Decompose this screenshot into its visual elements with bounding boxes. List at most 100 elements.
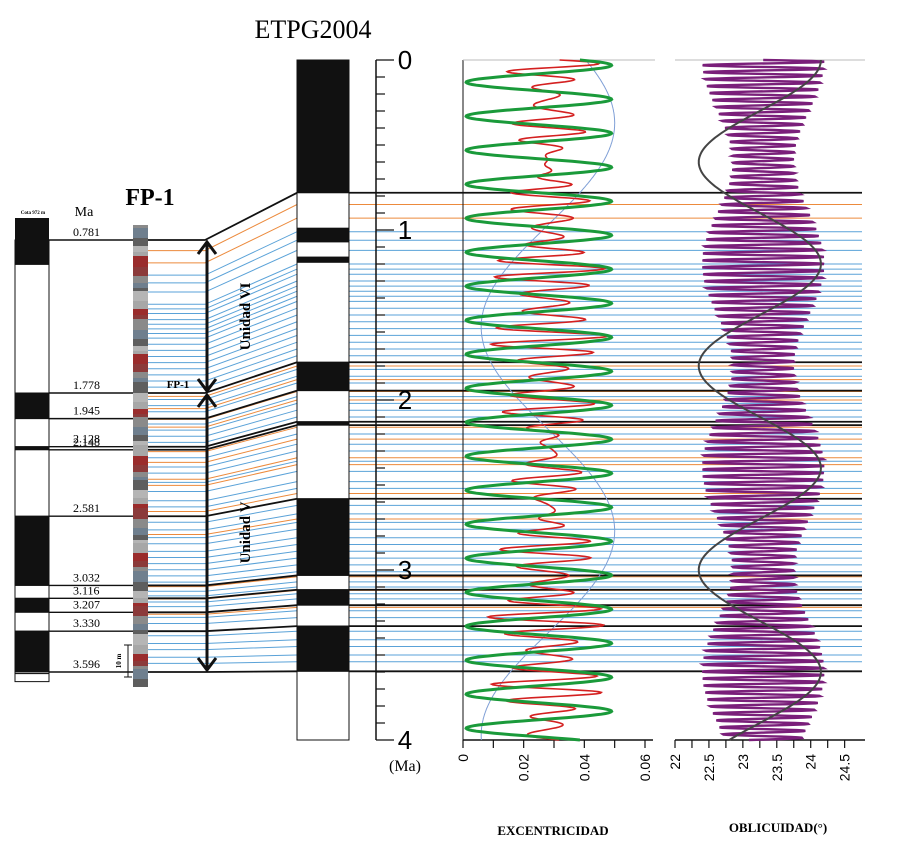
log-layer xyxy=(133,553,148,561)
log-layer xyxy=(133,414,148,417)
log-layer xyxy=(133,456,148,465)
log-layer xyxy=(133,561,148,567)
log-layer xyxy=(133,288,148,291)
log-layer xyxy=(133,603,148,606)
log-layer xyxy=(133,591,148,598)
log-layer xyxy=(133,382,148,393)
unit-label: Unidad V xyxy=(238,501,254,563)
fp1-age-label: 1.778 xyxy=(73,378,100,392)
log-layer xyxy=(133,645,148,654)
log-layer xyxy=(133,508,148,519)
fp1-polarity-segment xyxy=(14,611,50,632)
obliquity-label: OBLICUIDAD(°) xyxy=(729,820,827,835)
eccentricity-series xyxy=(464,58,614,742)
log-layer xyxy=(133,301,148,309)
fp1-polarity-segment xyxy=(14,597,50,613)
log-layer xyxy=(133,330,148,339)
obliquity-tick-label: 24 xyxy=(803,754,819,770)
log-layer xyxy=(133,252,148,256)
fp1-polarity-segment xyxy=(15,218,49,240)
log-layer xyxy=(133,276,148,283)
log-layer xyxy=(133,606,148,616)
fp1-lithologic-log xyxy=(133,225,148,687)
log-layer xyxy=(133,528,148,535)
fp1-age-label: 0.781 xyxy=(73,225,100,239)
unit-arrow-head xyxy=(196,239,218,255)
fp1-polarity-segment xyxy=(14,263,50,394)
log-layer xyxy=(133,409,148,414)
fp1-inline-label: FP-1 xyxy=(167,379,190,391)
fp1-age-label: 3.596 xyxy=(73,657,100,671)
fp1-polarity-segment xyxy=(14,449,50,517)
log-layer xyxy=(133,246,148,252)
etpg-polarity-segment xyxy=(296,670,350,741)
log-layer xyxy=(133,582,148,591)
fp1-polarity-segment xyxy=(14,239,50,265)
fp1-polarity-segment xyxy=(14,584,50,599)
unit-arrows: Unidad VI Unidad V xyxy=(196,239,254,673)
etpg-polarity-segment xyxy=(296,421,350,426)
etpg-polarity-segment xyxy=(296,604,350,627)
etpg-polarity-segment xyxy=(296,227,350,243)
eccentricity-series xyxy=(480,59,616,741)
etpg-polarity-segment xyxy=(296,589,350,606)
scale-bar-label: 10 m xyxy=(115,654,123,669)
log-layer xyxy=(133,661,148,666)
fp1-age-label: 1.945 xyxy=(73,404,100,418)
obliquity-tick-label: 23.5 xyxy=(769,754,785,781)
log-layer xyxy=(133,351,148,354)
log-layer xyxy=(133,666,148,669)
log-layer xyxy=(133,490,148,498)
log-layer xyxy=(133,283,148,288)
fp1-polarity-segment xyxy=(14,673,50,683)
chart-title: ETPG2004 xyxy=(255,15,372,44)
fp1-polarity-segment xyxy=(14,630,50,673)
etpg-polarity-segment xyxy=(296,241,350,258)
fp1-age-header: Ma xyxy=(75,205,94,220)
age-axis-unit: (Ma) xyxy=(389,758,421,775)
log-layer xyxy=(133,354,148,364)
log-layer xyxy=(133,339,148,346)
log-layer xyxy=(133,519,148,528)
log-layer xyxy=(133,634,148,645)
log-layer xyxy=(133,624,148,630)
log-layer xyxy=(133,654,148,661)
log-layer xyxy=(133,291,148,301)
log-layer xyxy=(133,540,148,543)
etpg-polarity-segment xyxy=(296,424,350,500)
log-layer xyxy=(133,472,148,477)
fp1-age-label: 2.128 xyxy=(73,432,100,446)
log-layer xyxy=(133,498,148,504)
obliquity-series xyxy=(697,59,822,741)
obliquity-tick-label: 23 xyxy=(735,754,751,770)
log-layer xyxy=(133,402,148,409)
etpg-polarity-segment xyxy=(296,574,350,591)
log-layer xyxy=(133,228,148,238)
fp1-polarity-segment xyxy=(14,418,50,448)
obliquity-tick-label: 22.5 xyxy=(701,754,717,781)
log-layer xyxy=(133,445,148,456)
log-layer xyxy=(133,225,148,228)
log-layer xyxy=(133,504,148,508)
eccentricity-tick-label: 0.04 xyxy=(576,754,592,781)
log-layer xyxy=(133,669,148,679)
log-layer xyxy=(133,598,148,603)
log-layer xyxy=(133,378,148,382)
obliquity-tick-label: 24.5 xyxy=(837,754,853,781)
log-layer xyxy=(133,571,148,582)
eccentricity-panel: 0 0.02 0.04 0.06 xyxy=(455,58,655,781)
log-layer xyxy=(133,346,148,351)
fp1-column-label: Cota 972 m xyxy=(21,211,46,216)
log-layer xyxy=(133,238,148,246)
fp1-age-label: 2.148 xyxy=(73,435,100,449)
age-axis-tick-label: 3 xyxy=(398,555,412,585)
fp1-age-label: 3.330 xyxy=(73,616,100,630)
fp1-age-label: 3.207 xyxy=(73,597,100,611)
fp1-age-label: 2.581 xyxy=(73,501,100,515)
etpg-polarity-segment xyxy=(296,498,350,576)
eccentricity-tick-label: 0.02 xyxy=(516,754,532,781)
log-layer xyxy=(133,630,148,634)
etpg-polarity-segment xyxy=(296,390,350,423)
